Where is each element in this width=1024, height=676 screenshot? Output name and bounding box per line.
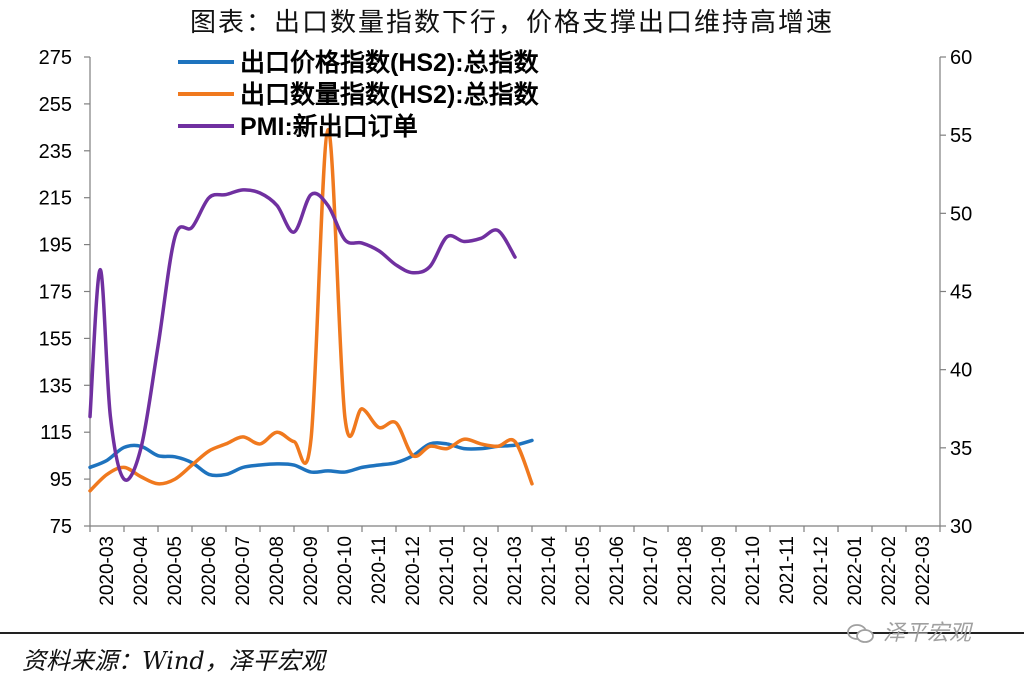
left-tick-label: 135 (39, 375, 72, 397)
left-tick-label: 175 (39, 282, 72, 304)
watermark-text: 泽平宏观 (883, 621, 972, 646)
x-tick-label: 2020-08 (267, 536, 288, 606)
left-tick-label: 275 (39, 47, 72, 69)
right-tick-label: 30 (950, 516, 972, 538)
right-tick-label: 55 (950, 125, 972, 147)
right-tick-label: 45 (950, 282, 972, 304)
left-tick-label: 235 (39, 141, 72, 163)
x-tick-label: 2020-04 (131, 536, 152, 606)
series-line-1 (88, 438, 534, 478)
x-tick-label: 2021-06 (607, 536, 628, 606)
right-tick-label: 50 (950, 203, 972, 225)
x-tick-label: 2021-04 (539, 536, 560, 606)
series-line-2 (88, 127, 534, 493)
x-tick-label: 2020-12 (403, 536, 424, 606)
x-tick-label: 2020-07 (233, 536, 254, 606)
left-tick-label: 215 (39, 188, 72, 210)
x-tick-label: 2020-03 (97, 536, 118, 606)
x-tick-label: 2021-10 (743, 536, 764, 606)
x-tick-label: 2022-02 (879, 536, 900, 606)
x-tick-label: 2021-03 (505, 536, 526, 606)
axes: 75 95 115 135 155 175 195 215 235 255 275 30 35 40 45 5… (39, 47, 973, 606)
series-line-3 (88, 188, 517, 482)
watermark: 泽平宏观 (846, 615, 971, 647)
right-tick-label: 40 (950, 360, 972, 382)
legend-label: 出口价格指数(HS2):总指数 (240, 48, 540, 77)
bottom-rule (0, 632, 1024, 634)
line-chart: 75 95 115 135 155 175 195 215 235 255 275 30 35 40 45 5… (39, 47, 973, 606)
x-tick-label: 2020-06 (199, 536, 220, 606)
left-tick-label: 115 (40, 422, 72, 444)
legend-label: 出口数量指数(HS2):总指数 (240, 81, 540, 109)
wechat-icon (847, 624, 874, 643)
x-tick-label: 2021-02 (471, 536, 492, 606)
left-tick-label: 195 (39, 235, 72, 257)
left-tick-label: 75 (50, 516, 72, 538)
chart-title: 图表：出口数量指数下行，价格支撑出口维持高增速 (189, 8, 834, 38)
x-tick-label: 2022-03 (913, 536, 934, 606)
x-tick-label: 2020-10 (335, 536, 356, 606)
source-note: 资料来源：Wind，泽平宏观 (22, 647, 325, 675)
x-tick-label: 2021-07 (641, 536, 662, 606)
x-tick-label: 2021-09 (709, 536, 730, 606)
x-tick-label: 2020-05 (165, 536, 186, 606)
left-tick-label: 95 (50, 469, 72, 491)
left-tick-label: 255 (39, 94, 72, 116)
x-tick-label: 2021-08 (675, 536, 696, 606)
series-layer (88, 127, 534, 493)
right-tick-label: 35 (950, 438, 972, 460)
legend-label: PMI:新出口订单 (240, 112, 418, 141)
x-tick-label: 2020-11 (369, 536, 390, 604)
x-tick-label: 2022-01 (845, 536, 866, 606)
right-tick-label: 60 (950, 47, 972, 69)
left-tick-label: 155 (39, 328, 72, 350)
x-tick-label: 2021-01 (437, 536, 458, 606)
x-tick-label: 2021-11 (777, 536, 798, 604)
x-tick-label: 2020-09 (301, 536, 322, 606)
x-tick-label: 2021-05 (573, 536, 594, 606)
x-tick-label: 2021-12 (811, 536, 832, 606)
